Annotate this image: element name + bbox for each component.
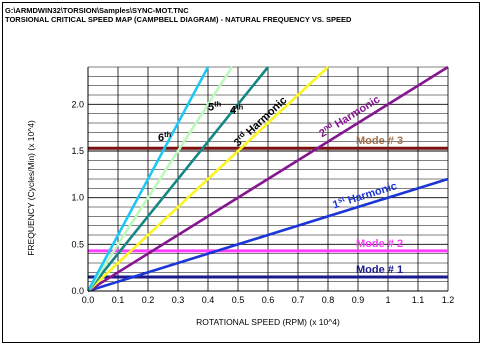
mode-label: Mode # 2 [356,238,403,250]
harmonic-line [86,66,210,292]
chart-frame [2,2,480,343]
harmonic-lines [86,65,449,293]
y-tick-label: 0.0 [71,286,84,296]
harmonic-line [86,66,270,292]
x-tick-label: 0.0 [82,295,95,305]
harmonic-line [87,65,449,293]
y-tick-label: 1.0 [71,193,84,203]
y-tick-label: 0.5 [71,239,84,249]
x-tick-label: 0.1 [112,295,125,305]
harmonic-line [87,66,329,292]
mode-label: Mode # 1 [356,264,403,276]
mode-lines [88,146,448,279]
x-tick-label: 0.3 [172,295,185,305]
x-tick-label: 1.1 [412,295,425,305]
y-tick-label: 1.5 [71,146,84,156]
file-path: G:\ARMDWIN32\TORSION\Samples\SYNC-MOT.TN… [5,6,189,15]
harmonic-label: 6th [158,130,172,144]
harmonic-label: 4th [230,102,244,116]
mode-labels: Mode # 1 Mode # 2 Mode # 3 [356,135,403,276]
x-tick-label: 0.8 [322,295,335,305]
y-tick-label: 2.0 [71,99,84,109]
y-tick-labels: 0.0 0.5 1.0 1.5 2.0 [71,99,84,296]
mode-label: Mode # 3 [356,135,403,147]
x-tick-label: 0.4 [202,295,215,305]
chart-title: TORSIONAL CRITICAL SPEED MAP (CAMPBELL D… [5,15,352,24]
x-tick-label: 0.6 [262,295,275,305]
x-tick-label: 0.7 [292,295,305,305]
x-axis-label: ROTATIONAL SPEED (RPM) (x 10^4) [196,317,340,327]
harmonic-label: 5th [208,99,222,113]
x-tick-label: 1.2 [442,295,455,305]
x-tick-labels: 0.0 0.1 0.2 0.3 0.4 0.5 0.6 0.7 0.8 0.9 1 1.1 1.2 [82,295,455,305]
y-axis-label: FREQUENCY (Cycles/Min) (x 10^4) [26,120,36,256]
x-tick-label: 0.9 [352,295,365,305]
harmonic-line [87,177,449,293]
x-tick-label: 0.2 [142,295,155,305]
harmonic-line [86,66,234,292]
x-tick-label: 1 [385,295,390,305]
x-tick-label: 0.5 [232,295,245,305]
